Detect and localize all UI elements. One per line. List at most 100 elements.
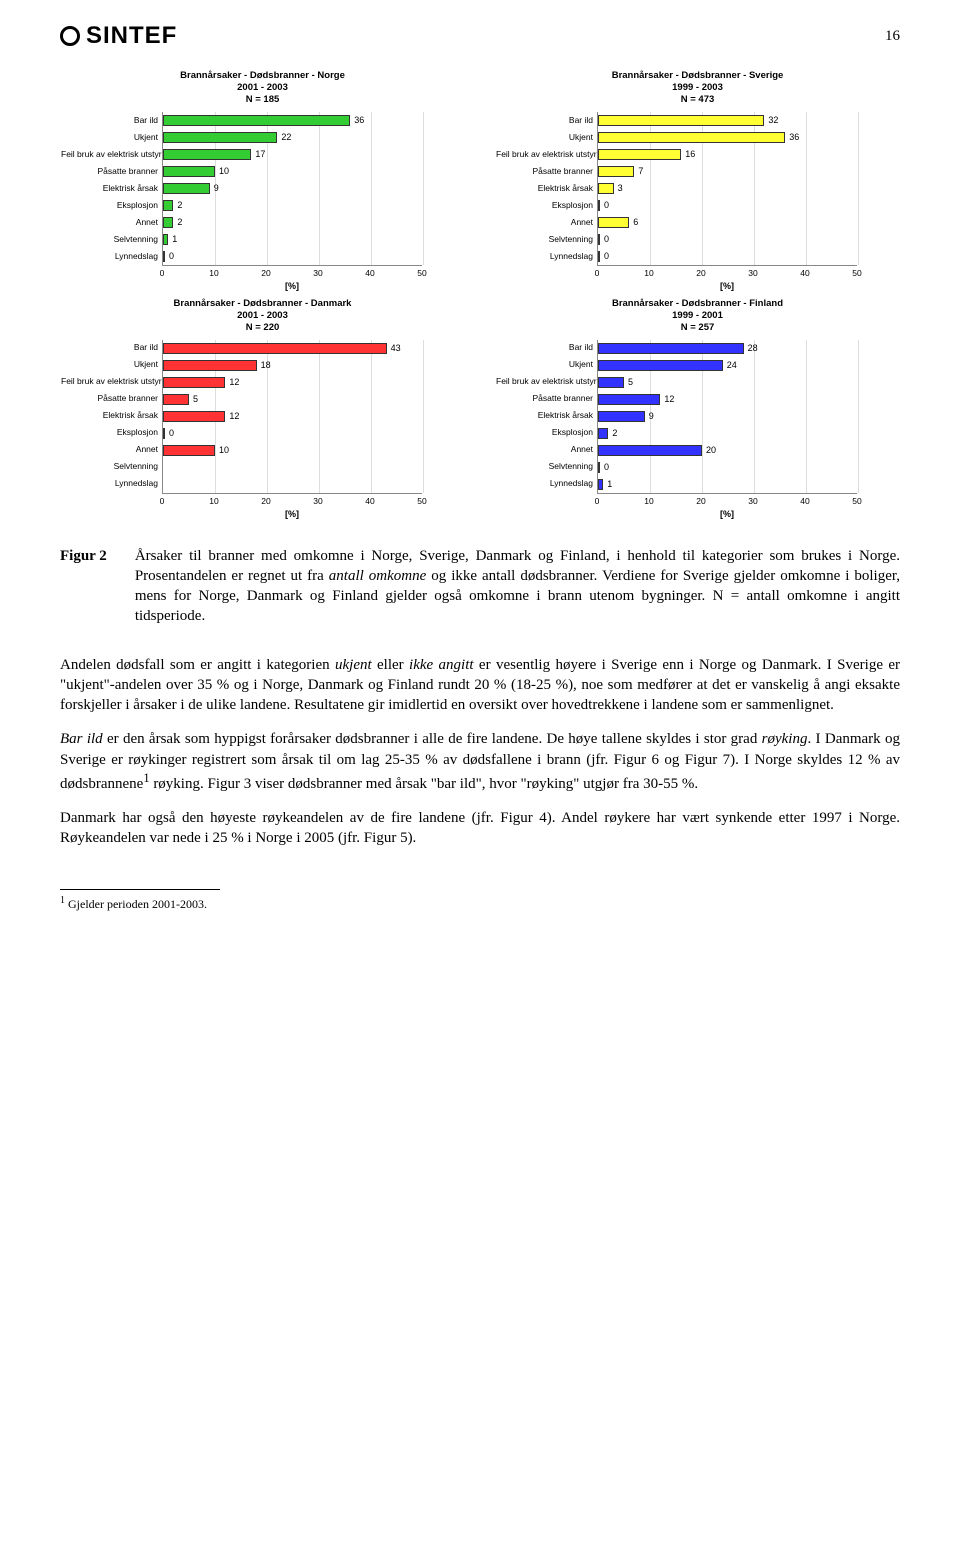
chart-title: Brannårsaker - Dødsbranner - Finland 199… bbox=[495, 298, 900, 334]
x-axis-title: [%] bbox=[285, 508, 299, 520]
value-label: 32 bbox=[764, 114, 778, 126]
bar bbox=[163, 360, 257, 371]
bar bbox=[598, 343, 744, 354]
x-tick: 20 bbox=[261, 496, 270, 507]
logo-text: SINTEF bbox=[86, 20, 177, 52]
x-tick: 50 bbox=[417, 496, 426, 507]
bar-row: Ukjent36 bbox=[598, 129, 857, 146]
value-label: 28 bbox=[744, 342, 758, 354]
bar bbox=[598, 394, 660, 405]
bar-row: Eksplosjon2 bbox=[598, 425, 857, 442]
bar-row: Bar ild32 bbox=[598, 112, 857, 129]
x-tick: 10 bbox=[209, 268, 218, 279]
bar-row: Lynnedslag bbox=[163, 476, 422, 493]
bar-row: Påsatte branner7 bbox=[598, 163, 857, 180]
value-label: 16 bbox=[681, 148, 695, 160]
footnote-rule bbox=[60, 889, 220, 890]
category-label: Eksplosjon bbox=[496, 427, 598, 438]
category-label: Selvtenning bbox=[61, 234, 163, 245]
category-label: Bar ild bbox=[61, 115, 163, 126]
body-text: Andelen dødsfall som er angitt i kategor… bbox=[60, 655, 900, 849]
footnote: 1 Gjelder perioden 2001-2003. bbox=[60, 894, 900, 912]
category-label: Feil bruk av elektrisk utstyr bbox=[61, 376, 163, 387]
category-label: Selvtenning bbox=[496, 461, 598, 472]
x-tick: 50 bbox=[852, 496, 861, 507]
value-label: 0 bbox=[165, 427, 174, 439]
bar-row: Eksplosjon0 bbox=[163, 425, 422, 442]
logo-ring-icon bbox=[60, 26, 80, 46]
chart-title: Brannårsaker - Dødsbranner - Danmark 200… bbox=[60, 298, 465, 334]
category-label: Påsatte branner bbox=[61, 166, 163, 177]
plot-area: Bar ild28Ukjent24Feil bruk av elektrisk … bbox=[597, 340, 857, 494]
value-label: 0 bbox=[600, 250, 609, 262]
chart: Brannårsaker - Dødsbranner - Norge 2001 … bbox=[60, 70, 465, 288]
bar-row: Annet10 bbox=[163, 442, 422, 459]
value-label: 36 bbox=[785, 131, 799, 143]
figure-text: Årsaker til branner med omkomne i Norge,… bbox=[135, 546, 900, 627]
bar bbox=[598, 360, 723, 371]
chart: Brannårsaker - Dødsbranner - Finland 199… bbox=[495, 298, 900, 516]
category-label: Selvtenning bbox=[496, 234, 598, 245]
category-label: Ukjent bbox=[61, 359, 163, 370]
plot-area: Bar ild43Ukjent18Feil bruk av elektrisk … bbox=[162, 340, 422, 494]
plot-area: Bar ild36Ukjent22Feil bruk av elektrisk … bbox=[162, 112, 422, 266]
bar-row: Selvtenning bbox=[163, 459, 422, 476]
bar bbox=[598, 411, 645, 422]
category-label: Feil bruk av elektrisk utstyr bbox=[496, 149, 598, 160]
bar-row: Eksplosjon0 bbox=[598, 197, 857, 214]
bar-row: Annet20 bbox=[598, 442, 857, 459]
value-label: 5 bbox=[624, 376, 633, 388]
chart-title: Brannårsaker - Dødsbranner - Norge 2001 … bbox=[60, 70, 465, 106]
category-label: Feil bruk av elektrisk utstyr bbox=[61, 149, 163, 160]
value-label: 9 bbox=[210, 182, 219, 194]
bar-row: Annet2 bbox=[163, 214, 422, 231]
x-tick: 20 bbox=[696, 268, 705, 279]
bar-row: Ukjent24 bbox=[598, 357, 857, 374]
x-tick: 20 bbox=[261, 268, 270, 279]
value-label: 2 bbox=[173, 216, 182, 228]
bar-row: Bar ild28 bbox=[598, 340, 857, 357]
value-label: 12 bbox=[225, 376, 239, 388]
category-label: Påsatte branner bbox=[61, 393, 163, 404]
value-label: 12 bbox=[225, 410, 239, 422]
bar-row: Elektrisk årsak3 bbox=[598, 180, 857, 197]
category-label: Eksplosjon bbox=[61, 200, 163, 211]
paragraph: Bar ild er den årsak som hyppigst forårs… bbox=[60, 729, 900, 794]
value-label: 24 bbox=[723, 359, 737, 371]
bar bbox=[163, 377, 225, 388]
category-label: Elektrisk årsak bbox=[496, 183, 598, 194]
value-label: 36 bbox=[350, 114, 364, 126]
x-tick: 40 bbox=[365, 496, 374, 507]
category-label: Selvtenning bbox=[61, 461, 163, 472]
bar bbox=[163, 343, 387, 354]
charts-grid: Brannårsaker - Dødsbranner - Norge 2001 … bbox=[60, 70, 900, 515]
x-tick: 0 bbox=[160, 496, 165, 507]
value-label: 12 bbox=[660, 393, 674, 405]
value-label: 3 bbox=[614, 182, 623, 194]
value-label: 17 bbox=[251, 148, 265, 160]
x-tick: 0 bbox=[595, 268, 600, 279]
category-label: Annet bbox=[496, 444, 598, 455]
bar-row: Elektrisk årsak12 bbox=[163, 408, 422, 425]
x-tick: 50 bbox=[417, 268, 426, 279]
x-tick: 30 bbox=[748, 496, 757, 507]
value-label: 0 bbox=[600, 199, 609, 211]
value-label: 0 bbox=[165, 250, 174, 262]
figure-label: Figur 2 bbox=[60, 546, 107, 627]
bar bbox=[163, 115, 350, 126]
bar bbox=[598, 445, 702, 456]
value-label: 0 bbox=[600, 461, 609, 473]
bar bbox=[163, 445, 215, 456]
sintef-logo: SINTEF bbox=[60, 20, 177, 52]
bar bbox=[163, 149, 251, 160]
chart: Brannårsaker - Dødsbranner - Danmark 200… bbox=[60, 298, 465, 516]
x-tick: 0 bbox=[160, 268, 165, 279]
category-label: Annet bbox=[61, 444, 163, 455]
category-label: Ukjent bbox=[496, 359, 598, 370]
bar-row: Feil bruk av elektrisk utstyr12 bbox=[163, 374, 422, 391]
x-axis-title: [%] bbox=[285, 280, 299, 292]
bar-row: Lynnedslag1 bbox=[598, 476, 857, 493]
bar bbox=[598, 377, 624, 388]
page-number: 16 bbox=[885, 26, 900, 46]
bar-row: Lynnedslag0 bbox=[163, 248, 422, 265]
